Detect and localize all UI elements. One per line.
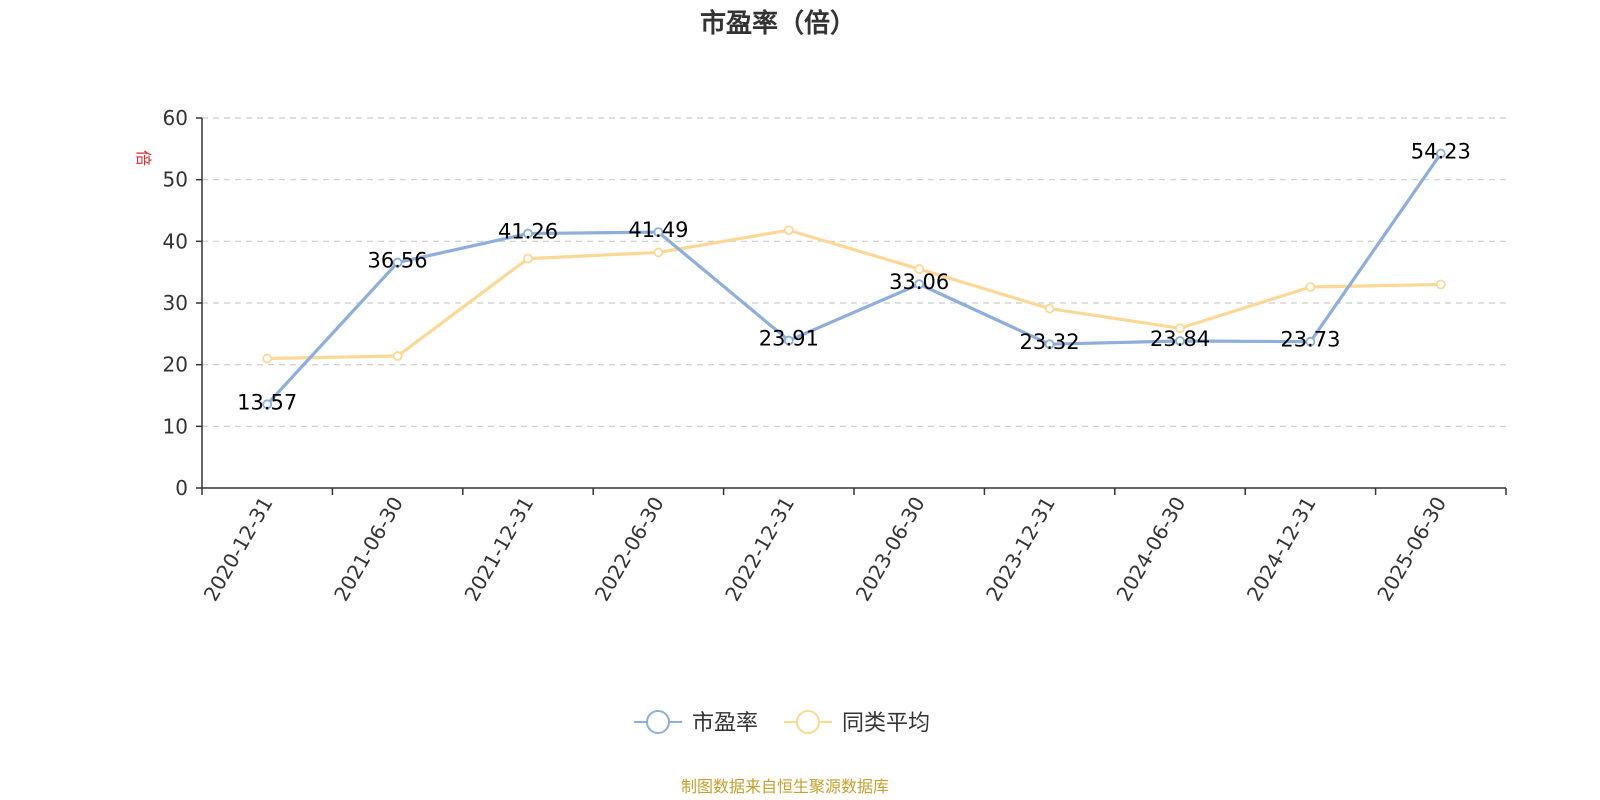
- x-tick-label: 2021-06-30: [329, 492, 408, 605]
- x-tick-label: 2023-06-30: [851, 492, 930, 605]
- chart-title: 市盈率（倍）: [700, 8, 856, 39]
- data-point: [914, 264, 925, 274]
- x-tick-label: 2024-12-31: [1242, 493, 1321, 606]
- legend[interactable]: 市盈率 同类平均: [634, 710, 930, 736]
- data-point: [914, 279, 925, 290]
- data-label: 36.56: [368, 249, 428, 273]
- data-point: [1175, 323, 1185, 334]
- data-point: [653, 227, 664, 238]
- data-point: [1175, 336, 1185, 346]
- x-tick-label: 2022-12-31: [720, 493, 799, 606]
- data-point: [1305, 336, 1316, 347]
- x-tick-label: 2024-06-30: [1111, 493, 1190, 606]
- legend-label: 同类平均: [842, 711, 930, 736]
- data-label: 23.32: [1020, 330, 1080, 354]
- x-tick-label: 2021-12-31: [459, 493, 538, 606]
- series-line-0: [266, 152, 1443, 406]
- data-point: [1044, 303, 1055, 314]
- data-source-note: 制图数据来自恒生聚源数据库: [681, 777, 889, 796]
- data-point: [262, 353, 273, 364]
- data-label: 54.23: [1411, 140, 1471, 164]
- y-tick-label: 20: [163, 353, 188, 377]
- y-tick-label: 30: [163, 291, 188, 315]
- legend-item[interactable]: 市盈率: [634, 710, 758, 736]
- data-point: [523, 253, 533, 264]
- data-labels: 13.57 36.56 41.26 41.49 23.91 33.06 23.32 23.84…: [237, 140, 1471, 415]
- y-tick-label: 60: [163, 106, 188, 130]
- data-label: 23.73: [1280, 328, 1340, 352]
- data-point: [262, 399, 273, 410]
- data-label: 41.26: [498, 220, 558, 244]
- y-tick-label: 10: [163, 414, 188, 438]
- data-label: 23.84: [1150, 327, 1210, 351]
- legend-marker: [646, 710, 670, 734]
- data-label: 41.49: [628, 218, 688, 242]
- data-point: [392, 257, 403, 268]
- y-axis-unit-label: 倍: [134, 150, 153, 166]
- y-tick-label: 40: [163, 229, 188, 253]
- data-point: [783, 225, 794, 236]
- x-tick-label: 2020-12-31: [199, 493, 278, 606]
- series-line-1: [267, 228, 1441, 361]
- data-point: [1435, 148, 1446, 159]
- legend-label: 市盈率: [692, 711, 758, 736]
- y-tick-label: 0: [175, 476, 188, 500]
- legend-item[interactable]: 同类平均: [784, 710, 930, 736]
- x-tick-label: 2023-12-31: [981, 493, 1060, 606]
- data-point: [523, 228, 533, 239]
- data-point: [1044, 339, 1055, 350]
- x-tick-label: 2025-06-30: [1372, 493, 1451, 606]
- series-lines: [262, 148, 1446, 410]
- data-point: [1435, 279, 1446, 290]
- data-label: 33.06: [889, 270, 949, 294]
- data-point: [783, 335, 794, 346]
- data-label: 23.91: [759, 327, 819, 351]
- data-label: 13.57: [237, 390, 297, 414]
- x-tick-label: 2022-06-30: [590, 493, 669, 606]
- data-point: [392, 351, 403, 361]
- data-point: [1305, 282, 1316, 292]
- y-tick-label: 50: [163, 168, 188, 192]
- data-point: [653, 247, 664, 258]
- grid-lines: [202, 117, 1506, 427]
- legend-marker: [796, 710, 820, 734]
